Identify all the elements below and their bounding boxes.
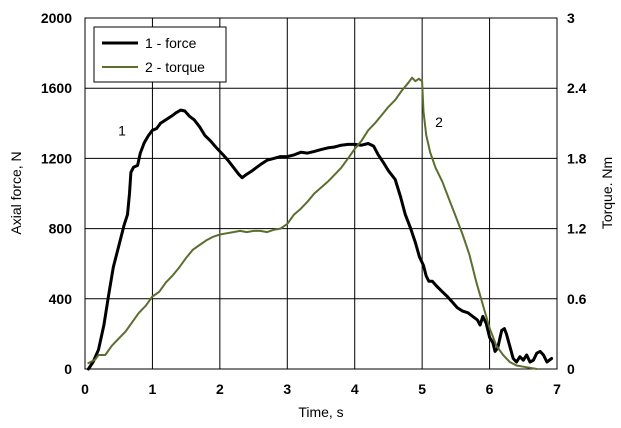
- y-left-tick-label: 2000: [41, 10, 72, 26]
- y-left-axis-title: Axial force, N: [8, 151, 24, 234]
- y-left-tick-label: 0: [64, 361, 72, 377]
- grid: [85, 18, 557, 369]
- y-right-tick-labels: 0 0.6 1.2 1.8 2.4 3: [567, 10, 587, 377]
- y-right-tick-label: 0.6: [567, 291, 587, 307]
- annotations: 12: [118, 114, 443, 139]
- y-right-tick-label: 3: [567, 10, 575, 26]
- legend-label-torque: 2 - torque: [145, 59, 205, 75]
- y-right-axis-title: Torque. Nm: [599, 157, 615, 229]
- x-tick-labels: 0 1 2 3 4 5 6 7: [81, 381, 561, 397]
- x-axis-title: Time, s: [298, 404, 343, 420]
- legend-box: [93, 26, 227, 83]
- y-right-tick-label: 1.2: [567, 221, 587, 237]
- x-tick-label: 6: [486, 381, 494, 397]
- legend-label-force: 1 - force: [145, 35, 197, 51]
- y-left-tick-label: 1200: [41, 150, 72, 166]
- x-tick-label: 5: [418, 381, 426, 397]
- y-left-tick-label: 1600: [41, 80, 72, 96]
- series-annotation: 1: [118, 123, 126, 139]
- series-line-force: [86, 108, 554, 371]
- series-annotation: 2: [435, 114, 443, 130]
- legend: 1 - force 2 - torque: [93, 26, 227, 83]
- x-tick-label: 0: [81, 381, 89, 397]
- y-right-tick-label: 1.8: [567, 150, 587, 166]
- y-left-tick-label: 800: [49, 221, 73, 237]
- y-right-tick-label: 0: [567, 361, 575, 377]
- x-tick-label: 1: [149, 381, 157, 397]
- plot-frame: [84, 17, 558, 370]
- y-left-tick-label: 400: [49, 291, 73, 307]
- x-tick-label: 7: [553, 381, 561, 397]
- series-layer: [86, 76, 554, 371]
- y-left-tick-labels: 0 400 800 1200 1600 2000: [41, 10, 72, 377]
- y-right-tick-label: 2.4: [567, 80, 587, 96]
- x-tick-label: 4: [351, 381, 359, 397]
- x-tick-label: 2: [216, 381, 224, 397]
- x-tick-label: 3: [283, 381, 291, 397]
- series-line-torque: [87, 76, 538, 370]
